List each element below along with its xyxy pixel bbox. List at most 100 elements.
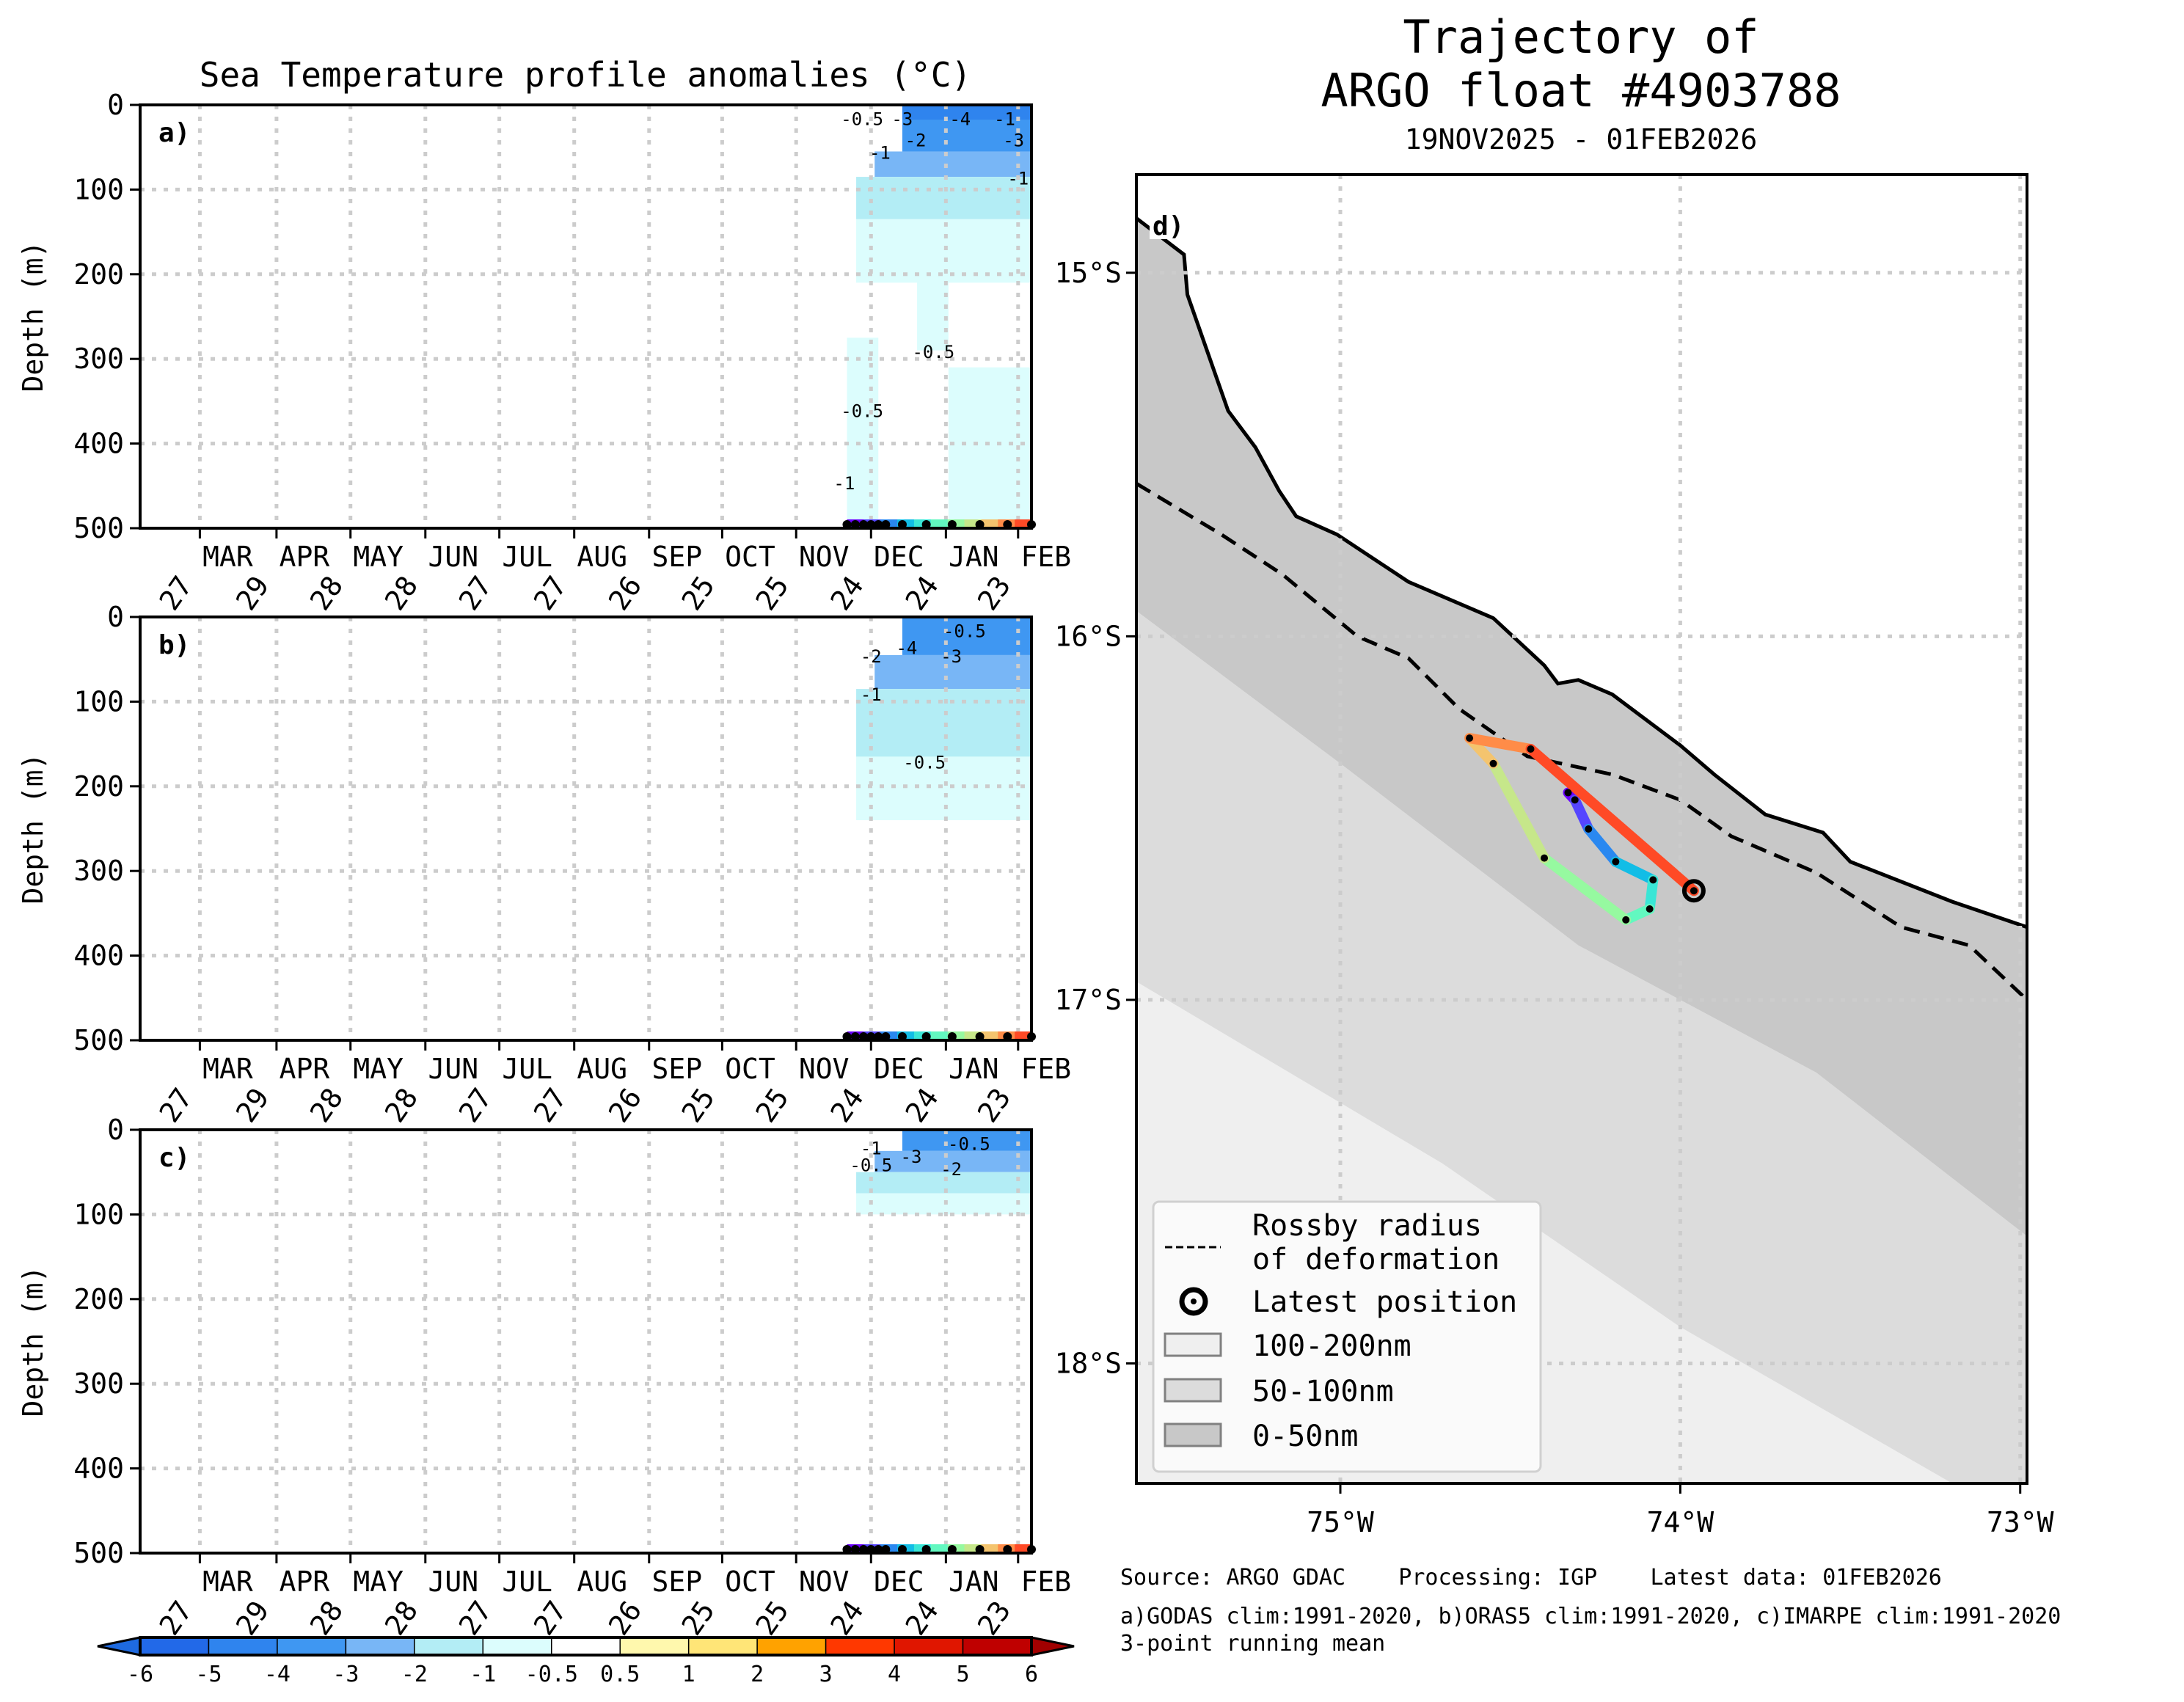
map-frame: [1135, 173, 2028, 1485]
trajectory-point: [1646, 905, 1654, 913]
profile-color-strip: [930, 1031, 949, 1040]
y-tick-label: 400: [73, 940, 124, 972]
colorbar-segment: [551, 1637, 621, 1656]
trajectory-segment: [1610, 856, 1659, 885]
contour-label: -3: [1003, 130, 1024, 150]
x-tick-month: MAY: [353, 1566, 403, 1598]
x-tick-day: 27: [453, 1595, 498, 1641]
x-tick-month: JUN: [428, 1566, 478, 1598]
panel-frame: [139, 1128, 1033, 1555]
x-tick-month: AUG: [577, 1053, 627, 1085]
panel-label: a): [158, 118, 190, 148]
colorbar-tick-label: -6: [127, 1662, 153, 1687]
x-tick-month: MAY: [353, 1053, 403, 1085]
left-title: Sea Temperature profile anomalies (°C): [200, 55, 971, 95]
legend-box: [1152, 1200, 1542, 1473]
y-tick-label: 100: [73, 1198, 124, 1230]
trajectory-point: [1585, 825, 1593, 833]
y-tick-label: 100: [73, 685, 124, 717]
profile-color-strip: [981, 519, 999, 528]
colorbar-tick-label: -1: [470, 1662, 496, 1687]
legend-label: Rossby radius: [1252, 1209, 1482, 1243]
contour-label: -0.5: [948, 1134, 990, 1155]
y-tick-label: 0: [107, 1114, 124, 1146]
colorbar-segment: [345, 1637, 415, 1656]
anomaly-band: [874, 1150, 1031, 1172]
anomaly-band: [902, 1130, 1031, 1151]
y-tick-label: 0: [107, 89, 124, 121]
anomaly-band: [902, 617, 1031, 655]
x-tick-label: 74°W: [1647, 1506, 1714, 1538]
legend-label: Latest position: [1252, 1285, 1517, 1319]
trajectory-point: [1541, 854, 1549, 862]
x-tick-month: MAY: [353, 541, 403, 573]
anomaly-band: [856, 756, 1031, 820]
contour-label: -2: [941, 1159, 962, 1180]
x-tick-day: 26: [602, 1082, 648, 1128]
legend-patch-icon: [1164, 1378, 1222, 1403]
x-tick-day: 27: [453, 1082, 498, 1128]
colorbar-extend-high: [1030, 1636, 1075, 1657]
x-tick-day: 28: [304, 1595, 349, 1641]
x-tick-month: MAR: [202, 1566, 253, 1598]
y-tick-label: 200: [73, 258, 124, 291]
trajectory-segment: [1488, 758, 1550, 863]
trajectory-point: [1612, 858, 1620, 866]
x-tick-month: JUN: [428, 541, 478, 573]
x-tick-day: 26: [602, 570, 648, 616]
panel-frame: [139, 616, 1033, 1042]
x-tick-day: 27: [153, 1082, 199, 1128]
contour-label: -1: [861, 684, 882, 705]
legend-label: 100-200nm: [1252, 1329, 1411, 1363]
colorbar-tick-label: 6: [1025, 1662, 1038, 1687]
anomaly-band: [856, 1172, 1031, 1194]
contour-label: -2: [905, 130, 927, 150]
y-tick-label: 100: [73, 173, 124, 205]
colorbar-tick-label: 1: [682, 1662, 695, 1687]
contour-label: -0.5: [841, 109, 883, 130]
x-tick-day: 24: [899, 1595, 945, 1641]
x-tick-month: MAR: [202, 1053, 253, 1085]
x-tick-day: 24: [899, 1082, 945, 1128]
trajectory-point: [1527, 745, 1535, 753]
trajectory-point: [1489, 759, 1497, 767]
x-tick-month: FEB: [1020, 541, 1071, 573]
panel-a: -0.5 -3 -4 -1-2-1-3-1-0.5-0.5-1a)0100200300…: [17, 89, 1071, 616]
y-axis-label: Depth (m): [17, 753, 49, 905]
x-tick-day: 23: [971, 570, 1017, 616]
profile-color-strip: [981, 1544, 999, 1553]
anomaly-patch: [847, 337, 879, 528]
x-tick-day: 25: [676, 570, 721, 616]
anomaly-band: [856, 177, 1031, 219]
y-tick-label: 16°S: [1054, 620, 1122, 652]
panel-label: c): [158, 1143, 190, 1173]
x-tick-day: 27: [527, 1082, 573, 1128]
legend-label: 0-50nm: [1252, 1420, 1359, 1453]
contour-label: -2: [861, 646, 882, 667]
latest-position-marker: [1681, 879, 1706, 903]
x-tick-day: 29: [230, 1082, 275, 1128]
panel-label-bg: [1150, 210, 1182, 239]
colorbar-segment: [687, 1637, 758, 1656]
footer-climatology: a)GODAS clim:1991-2020, b)ORAS5 clim:199…: [1120, 1604, 2061, 1629]
trajectory-point: [1622, 916, 1630, 924]
contour-label: -3: [941, 646, 962, 667]
x-tick-day: 28: [304, 1082, 349, 1128]
x-tick-month: JAN: [949, 1566, 999, 1598]
x-tick-month: SEP: [651, 1053, 702, 1085]
contour-label: -4: [896, 638, 917, 659]
profile-color-strip: [981, 1031, 999, 1040]
x-tick-day: 28: [379, 1082, 424, 1128]
colorbar-segment: [208, 1637, 278, 1656]
x-tick-month: OCT: [725, 1053, 775, 1085]
colorbar-segment: [894, 1637, 964, 1656]
x-tick-month: AUG: [577, 541, 627, 573]
contour-label: -0.5: [943, 621, 986, 642]
x-tick-month: JUL: [502, 541, 552, 573]
x-tick-day: 25: [749, 1595, 795, 1641]
footer-note: 3-point running mean: [1120, 1631, 1385, 1657]
contour-label: -0.5: [903, 752, 946, 773]
x-tick-month: DEC: [874, 541, 924, 573]
anomaly-band: [856, 1193, 1031, 1215]
